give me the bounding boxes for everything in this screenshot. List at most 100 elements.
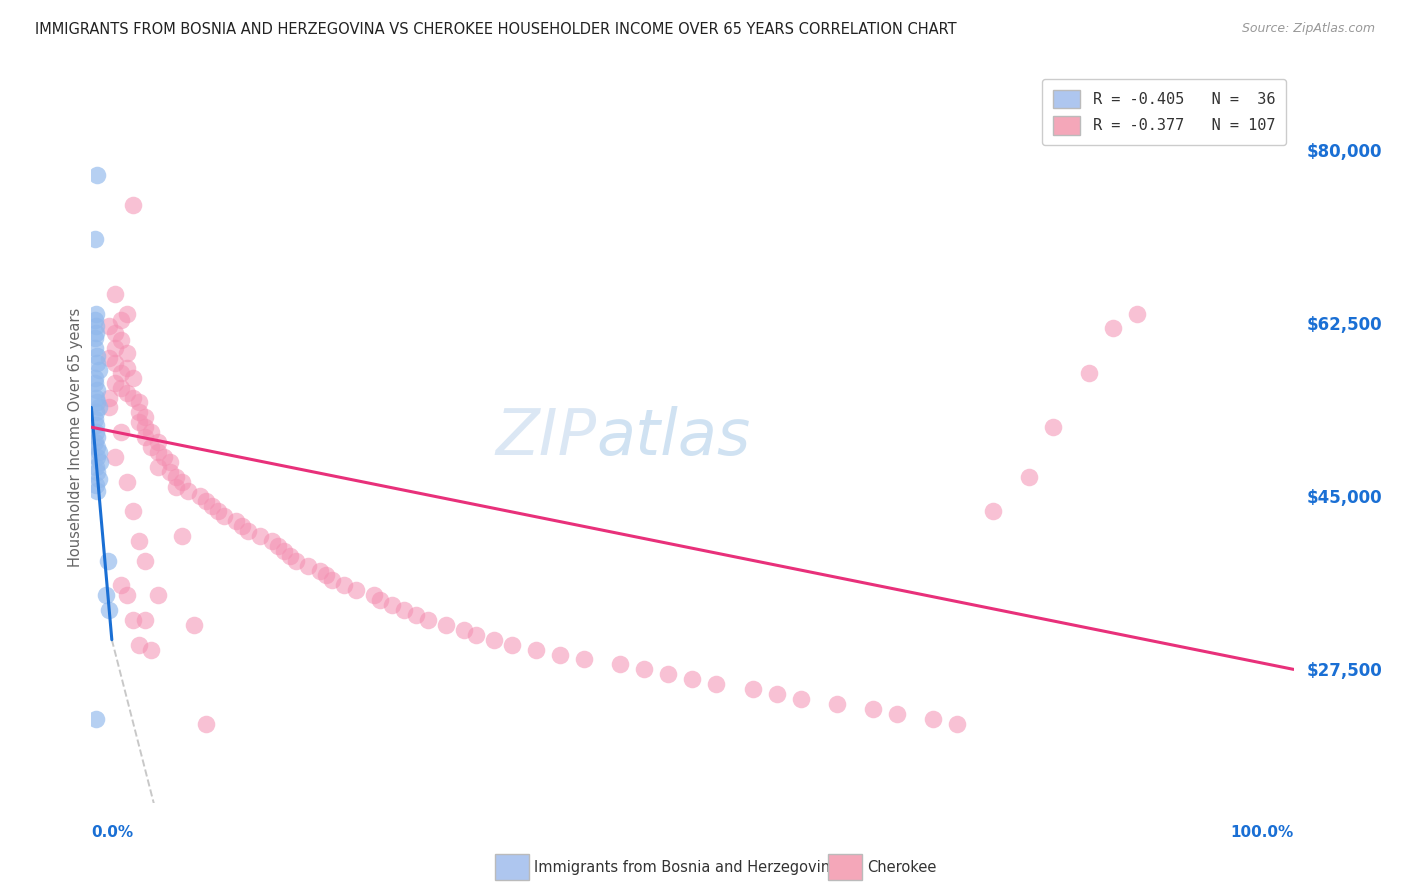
- Point: [86, 450, 108, 464]
- Point: [231, 519, 253, 533]
- Point: [434, 618, 457, 632]
- Point: [122, 504, 145, 518]
- Point: [278, 549, 301, 563]
- Point: [84, 405, 107, 419]
- Text: Cherokee: Cherokee: [868, 860, 936, 874]
- Point: [97, 554, 120, 568]
- Point: [789, 692, 811, 706]
- Point: [225, 514, 247, 528]
- Point: [482, 632, 505, 647]
- Point: [98, 391, 121, 405]
- Point: [104, 341, 127, 355]
- Text: 0.0%: 0.0%: [91, 825, 134, 839]
- Point: [416, 613, 439, 627]
- Text: 100.0%: 100.0%: [1230, 825, 1294, 839]
- Point: [86, 356, 108, 370]
- Point: [548, 648, 571, 662]
- Point: [84, 232, 107, 246]
- Point: [453, 623, 475, 637]
- Point: [134, 430, 156, 444]
- Point: [188, 489, 211, 503]
- Point: [946, 716, 969, 731]
- Point: [104, 356, 127, 370]
- Point: [344, 583, 367, 598]
- Point: [170, 529, 193, 543]
- Point: [87, 363, 110, 377]
- Point: [141, 642, 163, 657]
- Point: [363, 588, 385, 602]
- Point: [249, 529, 271, 543]
- Point: [260, 533, 283, 548]
- Point: [84, 412, 107, 426]
- Point: [134, 420, 156, 434]
- Point: [117, 475, 139, 489]
- Point: [886, 706, 908, 721]
- Point: [501, 638, 523, 652]
- Point: [104, 450, 127, 464]
- Point: [94, 588, 117, 602]
- Point: [110, 381, 132, 395]
- Point: [84, 418, 107, 433]
- Point: [159, 455, 181, 469]
- Point: [87, 445, 110, 459]
- Point: [465, 628, 488, 642]
- Point: [524, 642, 547, 657]
- Point: [681, 672, 703, 686]
- Text: ZIP: ZIP: [495, 406, 596, 468]
- Point: [141, 425, 163, 439]
- Point: [84, 341, 107, 355]
- Point: [657, 667, 679, 681]
- Point: [405, 607, 427, 622]
- Point: [333, 578, 356, 592]
- Text: atlas: atlas: [596, 406, 751, 468]
- Point: [1126, 306, 1149, 320]
- Point: [134, 613, 156, 627]
- Point: [392, 603, 415, 617]
- Point: [110, 578, 132, 592]
- Point: [87, 401, 110, 415]
- Point: [1018, 469, 1040, 483]
- Point: [86, 349, 108, 363]
- Point: [267, 539, 290, 553]
- Point: [104, 286, 127, 301]
- Point: [84, 376, 107, 390]
- Point: [1042, 420, 1064, 434]
- Y-axis label: Householder Income Over 65 years: Householder Income Over 65 years: [67, 308, 83, 566]
- Point: [741, 682, 763, 697]
- Point: [981, 504, 1004, 518]
- Point: [922, 712, 945, 726]
- Point: [284, 554, 307, 568]
- Point: [86, 430, 108, 444]
- Point: [141, 440, 163, 454]
- Point: [128, 533, 150, 548]
- Point: [87, 472, 110, 486]
- Point: [84, 326, 107, 341]
- Point: [117, 306, 139, 320]
- Point: [134, 554, 156, 568]
- Point: [128, 405, 150, 419]
- Point: [183, 618, 205, 632]
- Point: [110, 366, 132, 380]
- Point: [104, 326, 127, 341]
- Point: [98, 603, 121, 617]
- Point: [84, 319, 107, 334]
- Point: [128, 415, 150, 429]
- Point: [146, 445, 169, 459]
- Point: [84, 425, 107, 439]
- Point: [86, 383, 108, 397]
- Point: [146, 588, 169, 602]
- Point: [273, 543, 295, 558]
- Point: [84, 331, 107, 345]
- Point: [706, 677, 728, 691]
- Point: [98, 401, 121, 415]
- Point: [170, 475, 193, 489]
- Point: [84, 459, 107, 474]
- Text: IMMIGRANTS FROM BOSNIA AND HERZEGOVINA VS CHEROKEE HOUSEHOLDER INCOME OVER 65 YE: IMMIGRANTS FROM BOSNIA AND HERZEGOVINA V…: [35, 22, 956, 37]
- Point: [315, 568, 337, 582]
- Point: [117, 346, 139, 360]
- Point: [146, 435, 169, 450]
- Point: [212, 509, 235, 524]
- Point: [117, 385, 139, 400]
- Point: [321, 574, 343, 588]
- Point: [98, 319, 121, 334]
